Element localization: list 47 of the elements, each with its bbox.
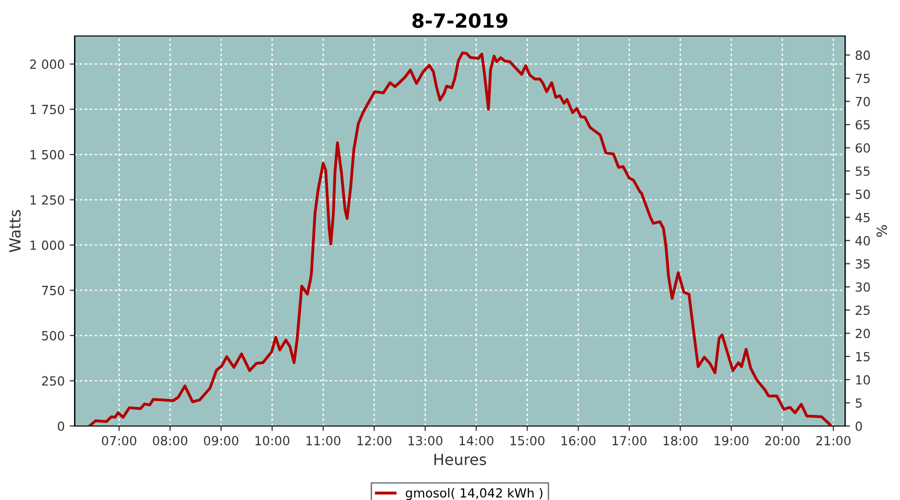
x-tick-label: 18:00: [664, 436, 698, 446]
y2-tick-label: 55: [856, 166, 870, 176]
x-tick-label: 10:00: [256, 436, 290, 446]
y2-tick-label: 15: [856, 352, 870, 362]
y-tick-label: 2 000: [30, 60, 64, 69]
y2-tick-label: 45: [855, 212, 870, 222]
y2-tick-label: 70: [856, 96, 870, 106]
y2-tick-label: 30: [856, 282, 870, 292]
x-axis-title: Heures: [434, 454, 486, 466]
y2-tick-label: 75: [856, 74, 870, 84]
y2-tick-label: 20: [856, 328, 870, 338]
y-tick-label: 250: [42, 376, 64, 386]
y-tick-label: 750: [42, 286, 64, 296]
x-tick-label: 08:00: [152, 436, 188, 446]
y-tick-label: 1 250: [30, 195, 64, 205]
x-tick-label: 07:00: [102, 436, 136, 446]
y-tick-label: 1 000: [30, 240, 64, 250]
y2-axis-title: %: [876, 225, 888, 237]
y2-tick-label: 80: [856, 50, 870, 60]
y2-tick-label: 60: [856, 143, 870, 153]
y2-tick-label: 50: [856, 190, 870, 200]
x-tick-label: 14:00: [460, 436, 494, 446]
x-tick-label: 21:00: [816, 436, 851, 446]
x-tick-label: 17:00: [612, 436, 646, 446]
x-tick-label: 16:00: [562, 436, 596, 446]
x-tick-label: 20:00: [765, 436, 800, 446]
x-tick-label: 15:00: [510, 436, 544, 446]
y-tick-label: 1 500: [30, 150, 64, 160]
y2-tick-label: 35: [856, 259, 870, 269]
chart-title: 8-7-2019: [412, 13, 508, 28]
y-tick-label: 500: [42, 330, 64, 340]
y2-tick-label: 65: [856, 120, 870, 130]
y2-tick-label: 0: [856, 421, 862, 431]
y-tick-label: 1 750: [30, 104, 64, 114]
x-tick-label: 09:00: [204, 436, 238, 446]
y2-tick-label: 40: [855, 236, 870, 246]
y-tick-label: 0: [58, 421, 64, 431]
y-axis-title: Watts: [9, 210, 21, 252]
x-tick-label: 12:00: [358, 436, 392, 446]
x-tick-label: 19:00: [714, 436, 749, 446]
legend-label: gmosol( 14,042 kWh ): [406, 488, 542, 500]
line-series: [88, 51, 832, 426]
y2-tick-label: 10: [856, 375, 870, 385]
y2-tick-label: 5: [856, 398, 862, 408]
x-tick-label: 13:00: [408, 436, 442, 446]
x-tick-label: 11:00: [306, 436, 340, 446]
y2-tick-label: 25: [856, 306, 870, 315]
